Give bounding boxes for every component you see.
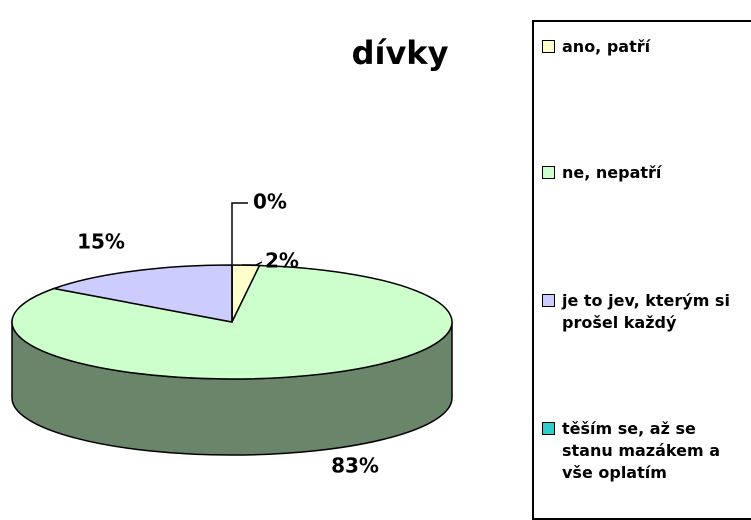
legend-label: je to jev, kterým si prošel každý [562,291,730,332]
pie-slice [51,264,233,323]
chart-title: dívky [352,34,449,72]
data-label: 83% [331,454,379,478]
data-label: 2% [265,249,299,273]
data-label: 0% [253,190,287,214]
legend-swatch [542,422,555,435]
legend-label: ne, nepatří [562,163,662,182]
legend-item: ne, nepatří [542,162,747,184]
legend-swatch [542,294,555,307]
legend-label: ano, patří [562,37,651,56]
legend-item: je to jev, kterým si prošel každý [542,290,747,334]
chart: dívky 2% 83% 15% 0% [11,34,453,478]
legend-label: těším se, až se stanu mazákem a vše opla… [562,419,720,482]
legend-swatch [542,40,555,53]
legend: ano, patří ne, nepatří je to jev, kterým s… [532,20,751,520]
legend-item: těším se, až se stanu mazákem a vše opla… [542,418,747,484]
legend-item: ano, patří [542,36,747,58]
leader-line [231,202,248,264]
leader-line [242,261,263,266]
legend-swatch [542,166,555,179]
data-label: 15% [77,230,125,254]
